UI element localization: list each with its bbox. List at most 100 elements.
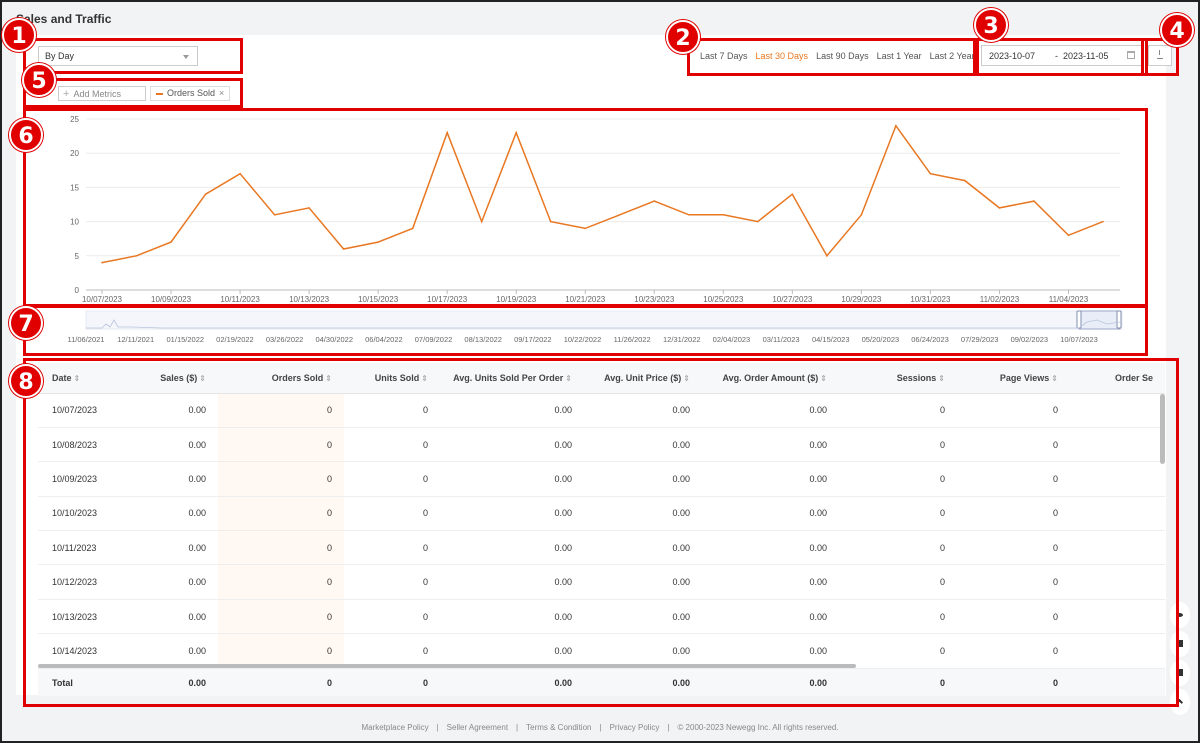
table-cell-8: 0 bbox=[957, 668, 1070, 696]
range-option-1[interactable]: Last 30 Days bbox=[755, 51, 809, 61]
navigator-track bbox=[85, 310, 1123, 330]
side-tool-1[interactable] bbox=[1170, 631, 1190, 657]
navigator-label-5: 04/30/2022 bbox=[315, 335, 353, 344]
annotation-frame-5 bbox=[23, 78, 243, 108]
annotation-badge-7: 7 bbox=[9, 306, 43, 340]
table-cell-6: 0.00 bbox=[702, 461, 839, 497]
data-table: Date ⇕ Sales ($) ⇕ Orders Sold ⇕ Units Sold ⇕ Av… bbox=[38, 363, 1165, 696]
calendar-icon[interactable] bbox=[1127, 51, 1135, 59]
table-cell-5: 0.00 bbox=[584, 599, 702, 635]
table-total-row: Total 0.00 0 0 0.00 0.00 0.00 0 0 bbox=[38, 668, 1165, 696]
table-cell-8: 0 bbox=[957, 393, 1070, 428]
navigator-label-19: 09/02/2023 bbox=[1011, 335, 1049, 344]
column-header-5[interactable]: Avg. Unit Price ($) ⇕ bbox=[584, 363, 702, 394]
table-cell-8: 0 bbox=[957, 530, 1070, 566]
footer-link-1[interactable]: Seller Agreement bbox=[446, 723, 509, 732]
annotation-frame-4 bbox=[1141, 38, 1179, 76]
table-cell-9 bbox=[1070, 530, 1165, 566]
table-row: 10/10/2023 0.00 0 0 0.00 0.00 0.00 0 0 bbox=[38, 496, 1165, 532]
sort-icon[interactable]: ⇕ bbox=[199, 373, 206, 383]
table-cell-7: 0 bbox=[839, 599, 957, 635]
back-to-top[interactable] bbox=[1170, 689, 1190, 715]
annotation-frame-8 bbox=[23, 358, 1179, 707]
x-tick-label-1: 10/09/2023 bbox=[151, 295, 192, 304]
add-metrics-button[interactable]: + Add Metrics bbox=[58, 86, 146, 101]
table-cell-2: 0 bbox=[218, 633, 344, 669]
range-option-3[interactable]: Last 1 Year bbox=[876, 51, 922, 61]
table-cell-5: 0.00 bbox=[584, 564, 702, 600]
table-cell-9 bbox=[1070, 393, 1165, 428]
column-header-8[interactable]: Page Views ⇕ bbox=[957, 363, 1070, 394]
navigator-label-9: 09/17/2022 bbox=[514, 335, 552, 344]
table-cell-8: 0 bbox=[957, 564, 1070, 600]
data-point-0 bbox=[101, 261, 103, 264]
column-header-2[interactable]: Orders Sold ⇕ bbox=[218, 363, 344, 394]
annotation-badge-6: 6 bbox=[9, 118, 43, 152]
navigator-label-18: 07/29/2023 bbox=[961, 335, 999, 344]
table-cell-4: 0.00 bbox=[440, 530, 584, 566]
sort-icon[interactable]: ⇕ bbox=[73, 373, 81, 383]
sort-icon[interactable]: ⇕ bbox=[938, 373, 945, 383]
table-cell-3: 0 bbox=[344, 393, 440, 428]
footer-link-3[interactable]: Privacy Policy bbox=[609, 723, 660, 732]
side-tool-eye[interactable] bbox=[1170, 602, 1190, 628]
navigator-label-8: 08/13/2022 bbox=[464, 335, 502, 344]
date-start[interactable]: 2023-10-07 bbox=[989, 51, 1036, 61]
footer-link-0[interactable]: Marketplace Policy bbox=[361, 723, 429, 732]
x-tick-label-4: 10/15/2023 bbox=[358, 295, 399, 304]
range-option-4[interactable]: Last 2 Years bbox=[929, 51, 980, 61]
table-cell-4: 0.00 bbox=[440, 393, 584, 428]
data-point-4 bbox=[239, 172, 241, 175]
annotation-frame-7 bbox=[23, 304, 1148, 356]
metric-chip-orders-sold[interactable]: Orders Sold × bbox=[150, 86, 231, 101]
x-tick-label-5: 10/17/2023 bbox=[427, 295, 468, 304]
footer-link-2[interactable]: Terms & Condition bbox=[526, 723, 592, 732]
date-end[interactable]: 2023-11-05 bbox=[1063, 51, 1109, 61]
side-tool-2[interactable] bbox=[1170, 660, 1190, 686]
navigator-label-12: 12/31/2022 bbox=[663, 335, 701, 344]
column-header-7[interactable]: Sessions ⇕ bbox=[839, 363, 957, 394]
data-point-21 bbox=[826, 255, 828, 257]
date-range-picker[interactable]: 2023-10-07 - 2023-11-05 bbox=[981, 45, 1142, 66]
table-cell-5: 0.00 bbox=[584, 461, 702, 497]
granularity-select[interactable]: By Day bbox=[38, 46, 198, 66]
navigator-label-3: 02/19/2022 bbox=[216, 335, 254, 344]
footer: Marketplace Policy | Seller Agreement | Term… bbox=[2, 723, 1198, 732]
y-tick-label-4: 20 bbox=[70, 149, 79, 158]
horizontal-scrollbar[interactable] bbox=[38, 664, 856, 668]
close-icon[interactable]: × bbox=[219, 88, 225, 98]
column-header-1[interactable]: Sales ($) ⇕ bbox=[118, 363, 218, 394]
table-cell-1: 0.00 bbox=[118, 427, 218, 463]
range-option-2[interactable]: Last 90 Days bbox=[816, 51, 869, 61]
table-cell-2: 0 bbox=[218, 427, 344, 463]
range-option-0[interactable]: Last 7 Days bbox=[700, 51, 748, 61]
navigator-handle-right bbox=[1116, 310, 1122, 329]
sort-icon[interactable]: ⇕ bbox=[820, 373, 827, 383]
table-cell-3: 0 bbox=[344, 599, 440, 635]
page-title: Sales and Traffic bbox=[16, 12, 112, 26]
column-header-label: Orders Sold bbox=[271, 372, 324, 383]
sort-icon[interactable]: ⇕ bbox=[565, 373, 572, 383]
x-tick-label-9: 10/25/2023 bbox=[703, 295, 744, 304]
sort-icon[interactable]: ⇕ bbox=[1051, 373, 1058, 383]
sort-icon[interactable]: ⇕ bbox=[683, 373, 690, 383]
table-cell-2: 0 bbox=[218, 599, 344, 635]
table-row: 10/11/2023 0.00 0 0 0.00 0.00 0.00 0 0 bbox=[38, 530, 1165, 566]
column-header-6[interactable]: Avg. Order Amount ($) ⇕ bbox=[702, 363, 839, 394]
vertical-scrollbar[interactable] bbox=[1160, 394, 1165, 464]
sort-icon[interactable]: ⇕ bbox=[325, 373, 332, 383]
sort-icon[interactable]: ⇕ bbox=[421, 373, 428, 383]
data-point-5 bbox=[273, 213, 276, 216]
table-cell-4: 0.00 bbox=[440, 599, 584, 635]
table-cell-0: 10/10/2023 bbox=[38, 496, 118, 532]
column-header-4[interactable]: Avg. Units Sold Per Order ⇕ bbox=[440, 363, 584, 394]
table-cell-1: 0.00 bbox=[118, 530, 218, 566]
download-button[interactable] bbox=[1148, 45, 1172, 66]
column-header-3[interactable]: Units Sold ⇕ bbox=[344, 363, 440, 394]
column-header-0[interactable]: Date ⇕ bbox=[38, 363, 118, 394]
table-cell-4: 0.00 bbox=[440, 668, 584, 696]
navigator-label-6: 06/04/2022 bbox=[365, 335, 403, 344]
column-header-9[interactable]: Order Se bbox=[1070, 363, 1165, 394]
table-cell-2: 0 bbox=[218, 461, 344, 497]
table-row: 10/08/2023 0.00 0 0 0.00 0.00 0.00 0 0 bbox=[38, 427, 1165, 463]
